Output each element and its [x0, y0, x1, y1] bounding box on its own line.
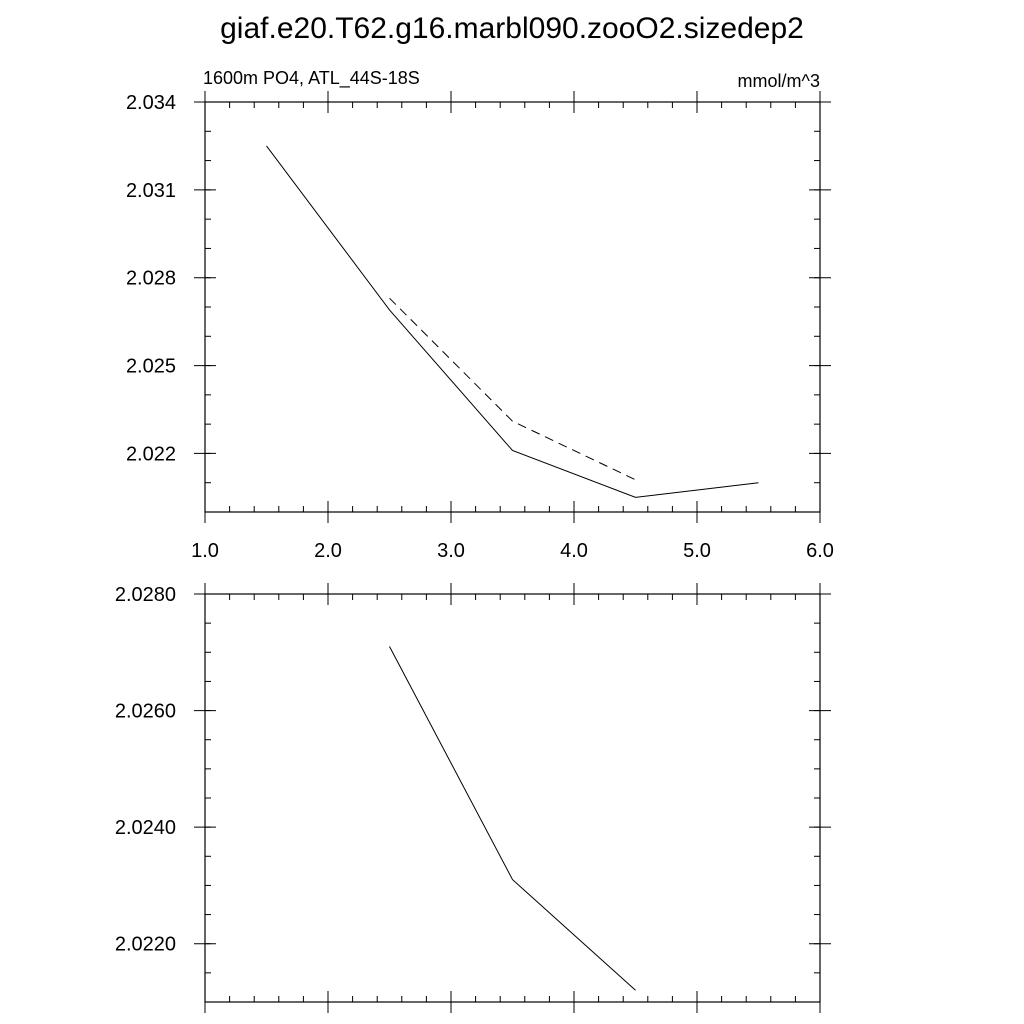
- y-tick-label: 2.0280: [115, 584, 176, 606]
- y-tick-label: 2.022: [126, 443, 176, 465]
- top-panel: 1600m PO4, ATL_44S-18S mmol/m^3 1.0 2.0 3.…: [126, 68, 834, 562]
- y-tick-label: 2.031: [126, 180, 176, 202]
- x-tick-label: 2.0: [314, 540, 342, 562]
- x-tick-label: 4.0: [560, 540, 588, 562]
- x-tick-label: 1.0: [191, 540, 219, 562]
- y-tick-label: 2.028: [126, 268, 176, 290]
- bottom-panel: 2.0220 2.0240 2.0260 2.0280: [115, 583, 831, 1013]
- y-tick-label: 2.025: [126, 356, 176, 378]
- solid-series-line: [266, 145, 759, 498]
- y-tick-label: 2.0260: [115, 701, 176, 723]
- y-tick-label: 2.0240: [115, 817, 176, 839]
- top-panel-title: 1600m PO4, ATL_44S-18S: [203, 68, 420, 89]
- x-tick-label: 3.0: [437, 540, 465, 562]
- y-tick-label: 2.034: [126, 92, 176, 114]
- figure-title: giaf.e20.T62.g16.marbl090.zooO2.sizedep2: [220, 12, 804, 45]
- plot-frame: [204, 593, 821, 1003]
- top-panel-units: mmol/m^3: [738, 71, 820, 91]
- solid-series-line: [389, 646, 636, 991]
- x-tick-label: 6.0: [806, 540, 834, 562]
- dashed-series-line: [389, 297, 636, 481]
- x-tick-label: 5.0: [683, 540, 711, 562]
- y-tick-label: 2.0220: [115, 934, 176, 956]
